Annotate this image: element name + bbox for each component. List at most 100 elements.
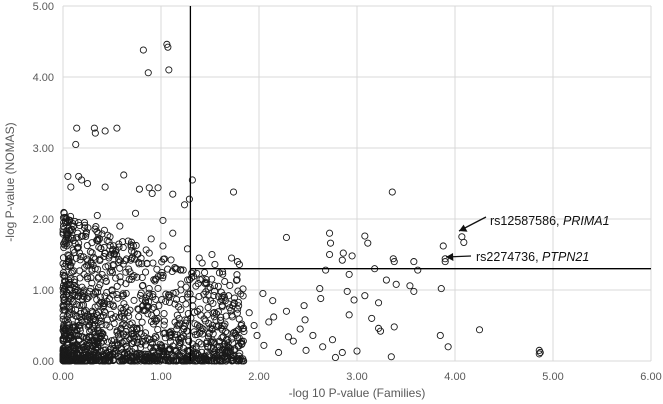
data-point bbox=[236, 354, 245, 362]
data-point bbox=[108, 286, 116, 294]
data-point bbox=[181, 357, 189, 365]
data-point bbox=[149, 347, 157, 356]
data-point bbox=[233, 271, 241, 279]
data-point bbox=[169, 190, 177, 198]
data-point bbox=[127, 339, 135, 347]
data-point bbox=[114, 340, 122, 348]
data-point bbox=[113, 327, 121, 335]
data-point bbox=[93, 211, 101, 219]
data-point bbox=[245, 309, 253, 317]
data-point bbox=[59, 230, 67, 238]
data-point bbox=[173, 321, 181, 329]
data-point bbox=[145, 292, 154, 300]
data-point bbox=[203, 348, 211, 356]
data-point bbox=[135, 313, 143, 321]
data-point bbox=[76, 267, 84, 275]
x-tick-label: 6.00 bbox=[640, 371, 661, 383]
data-point bbox=[223, 329, 231, 337]
data-point bbox=[154, 184, 162, 192]
data-point bbox=[83, 273, 91, 281]
data-point bbox=[410, 287, 418, 295]
data-point bbox=[95, 273, 103, 281]
data-point bbox=[66, 262, 74, 270]
data-point bbox=[60, 306, 68, 314]
data-point bbox=[142, 268, 150, 276]
data-point bbox=[121, 257, 129, 265]
data-point bbox=[444, 343, 452, 351]
data-point bbox=[227, 307, 235, 315]
data-point bbox=[316, 285, 324, 293]
data-point bbox=[81, 221, 89, 229]
arrowhead-icon bbox=[459, 224, 468, 232]
data-point bbox=[196, 305, 204, 313]
data-point bbox=[84, 322, 92, 331]
data-points bbox=[59, 40, 544, 365]
y-tick-label: 4.00 bbox=[33, 72, 54, 84]
data-point bbox=[109, 247, 117, 255]
data-point bbox=[145, 184, 153, 192]
data-point bbox=[193, 350, 201, 358]
data-point bbox=[83, 334, 91, 342]
data-point bbox=[326, 229, 334, 237]
data-point bbox=[128, 253, 136, 261]
data-point bbox=[110, 344, 118, 353]
data-point bbox=[460, 238, 468, 246]
annotation-gene-prima1: PRIMA1 bbox=[563, 214, 610, 228]
data-point bbox=[237, 290, 245, 298]
data-point bbox=[81, 309, 89, 317]
data-point bbox=[69, 310, 77, 318]
data-point bbox=[103, 236, 111, 245]
data-point bbox=[131, 334, 139, 342]
data-point bbox=[204, 304, 212, 312]
data-point bbox=[98, 298, 106, 306]
data-point bbox=[331, 353, 339, 362]
data-point bbox=[74, 342, 82, 350]
data-point bbox=[328, 336, 337, 344]
chart-grid bbox=[62, 5, 652, 362]
data-point bbox=[169, 229, 177, 237]
data-point bbox=[210, 287, 219, 295]
x-tick-label: 0.00 bbox=[52, 371, 73, 383]
data-point bbox=[67, 275, 75, 283]
data-point bbox=[122, 289, 130, 298]
data-point bbox=[193, 330, 201, 339]
data-point bbox=[218, 326, 226, 334]
data-point bbox=[83, 179, 92, 188]
data-point bbox=[108, 268, 117, 276]
data-point bbox=[300, 302, 308, 310]
data-point bbox=[65, 345, 73, 354]
x-axis-label: -log 10 P-value (Families) bbox=[289, 386, 426, 400]
data-point bbox=[106, 268, 114, 276]
data-point bbox=[64, 255, 72, 263]
data-point bbox=[239, 292, 247, 300]
data-point bbox=[116, 257, 124, 265]
annotation-ptpn21: rs2274736, PTPN21 bbox=[445, 250, 589, 264]
data-point bbox=[109, 355, 118, 364]
data-point bbox=[64, 355, 72, 363]
data-point bbox=[159, 255, 168, 263]
data-point bbox=[322, 266, 330, 274]
data-point bbox=[269, 297, 277, 305]
data-point bbox=[198, 259, 206, 267]
data-point bbox=[441, 258, 449, 266]
data-point bbox=[116, 357, 124, 365]
data-point bbox=[78, 316, 86, 325]
data-point bbox=[536, 348, 544, 357]
data-point bbox=[161, 356, 169, 364]
data-point bbox=[148, 340, 156, 348]
data-point bbox=[139, 281, 147, 289]
data-point bbox=[221, 342, 229, 351]
x-axis-ticks: 0.00 1.00 2.00 3.00 4.00 5.00 6.00 bbox=[52, 371, 661, 383]
data-point bbox=[170, 352, 178, 360]
data-point bbox=[115, 313, 124, 321]
data-point bbox=[142, 337, 150, 345]
data-point bbox=[167, 256, 175, 264]
data-point bbox=[102, 277, 110, 286]
data-point bbox=[224, 292, 233, 300]
data-point bbox=[154, 315, 162, 323]
data-point bbox=[147, 235, 155, 243]
data-point bbox=[65, 319, 73, 327]
y-tick-label: 5.00 bbox=[33, 1, 54, 13]
data-point bbox=[270, 313, 278, 321]
data-point bbox=[137, 357, 145, 365]
